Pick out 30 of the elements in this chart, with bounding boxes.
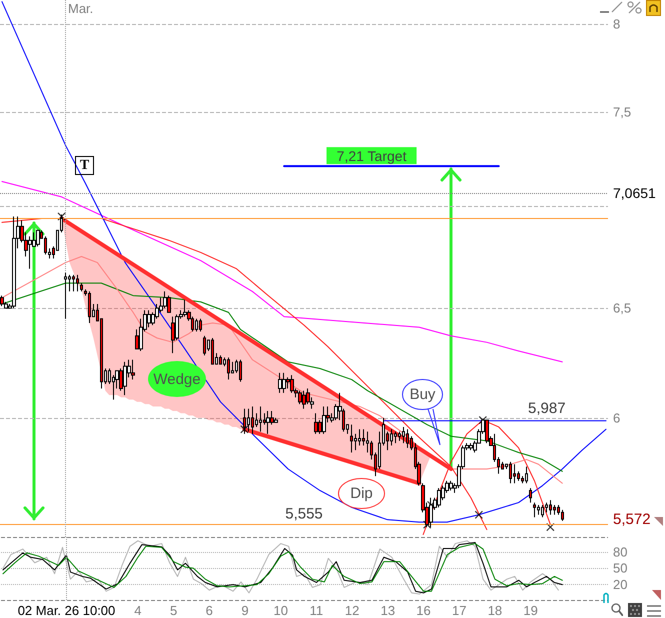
x-tick-label: 9: [241, 603, 249, 618]
ref-line-label: 5,555: [285, 506, 323, 523]
y-tick-label: 7,5: [613, 104, 632, 120]
x-tick-label: 13: [380, 603, 396, 618]
x-tick-label: 02 Mar. 26 10:00: [18, 603, 116, 618]
ref-line-label: 7,0651: [613, 185, 656, 202]
x-tick-label: 5: [170, 603, 178, 618]
annotation: Wedge: [153, 370, 201, 388]
x-tick-label: 16: [416, 603, 431, 618]
x-tick-label: 18: [488, 603, 502, 618]
x-tick-label: 4: [134, 603, 142, 618]
ref-line-label: Mar.: [68, 1, 94, 16]
x-tick-label: 12: [344, 603, 360, 618]
y-tick-label: 80: [613, 544, 628, 560]
y-tick-label: 6: [613, 410, 620, 426]
x-tick-label: 19: [523, 603, 538, 618]
y-tick-label: 6,5: [613, 300, 632, 316]
text: 5,572: [613, 511, 651, 528]
y-tick-label: 8: [613, 16, 620, 32]
annotation: T: [80, 158, 90, 174]
y-tick-label: 50: [613, 560, 628, 576]
y-tick-label: 20: [613, 577, 628, 592]
x-tick-label: 17: [452, 603, 466, 618]
annotation: Buy: [410, 386, 436, 403]
data-label: 7,21 Target: [336, 148, 407, 164]
annotation: Dip: [350, 485, 373, 502]
x-tick-label: 6: [206, 603, 213, 618]
annotation: 5,987: [528, 400, 566, 417]
x-tick-label: 11: [310, 603, 324, 618]
x-tick-label: 10: [273, 603, 288, 618]
